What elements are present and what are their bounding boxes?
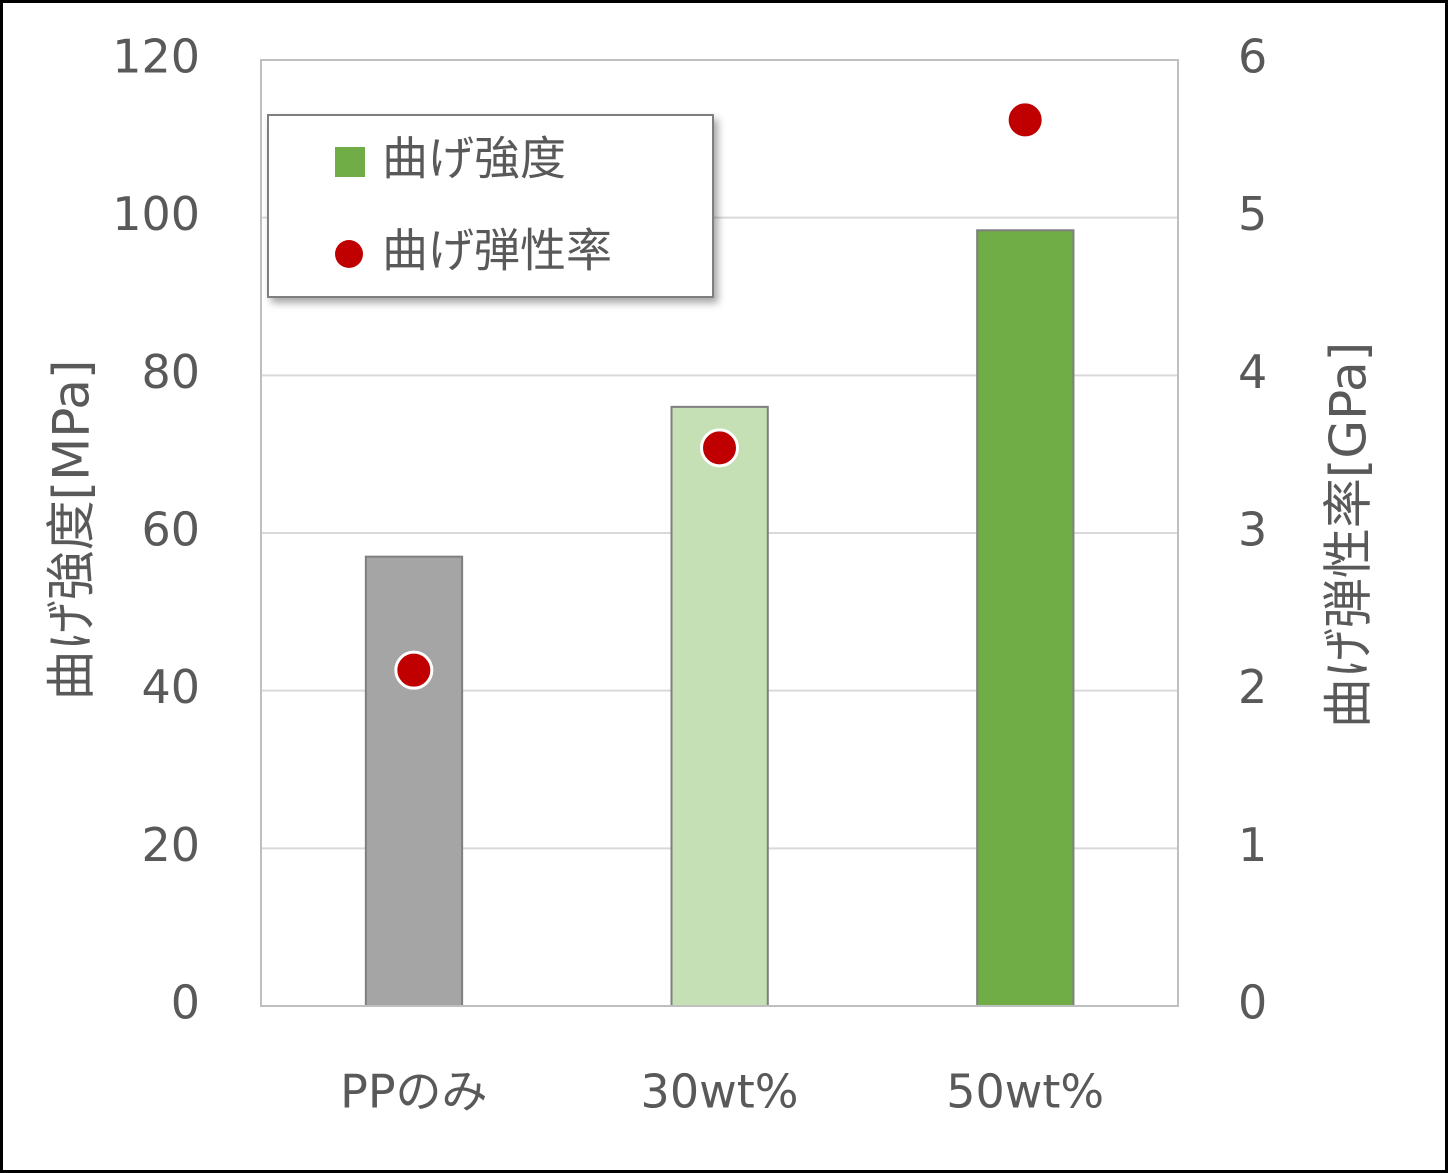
y2-tick-label: 0 [1238, 976, 1267, 1030]
point [700, 428, 739, 468]
point [394, 650, 434, 690]
y2-tick-label: 3 [1238, 503, 1267, 557]
bar [976, 229, 1075, 1007]
y2-tick-label: 6 [1238, 30, 1267, 84]
y-axis-label: 曲げ強度[MPa] [43, 360, 101, 701]
y-tick-label: 80 [141, 345, 200, 399]
y2-tick-label: 5 [1238, 187, 1267, 241]
legend-marker [335, 240, 363, 268]
x-tick-label: PPのみ [340, 1065, 487, 1119]
y-tick-label: 40 [141, 660, 200, 714]
y-tick-label: 20 [141, 818, 200, 872]
legend-marker [335, 147, 365, 177]
x-tick-label: 50wt% [946, 1065, 1104, 1119]
x-tick-label: 30wt% [641, 1065, 799, 1119]
y-tick-label: 100 [112, 187, 200, 241]
y-tick-label: 120 [112, 30, 200, 84]
y2-tick-label: 1 [1238, 818, 1267, 872]
bar [670, 405, 769, 1008]
y2-axis-label: 曲げ弾性率[GPa] [1320, 342, 1378, 728]
point [1005, 100, 1045, 140]
y2-tick-label: 4 [1238, 345, 1267, 399]
legend-label: 曲げ強度 [382, 132, 566, 186]
legend-box [267, 114, 714, 298]
y2-tick-label: 2 [1238, 660, 1267, 714]
legend-label: 曲げ弾性率 [382, 224, 612, 278]
bar [364, 555, 464, 1008]
y-tick-label: 0 [171, 976, 200, 1030]
y-tick-label: 60 [141, 503, 200, 557]
